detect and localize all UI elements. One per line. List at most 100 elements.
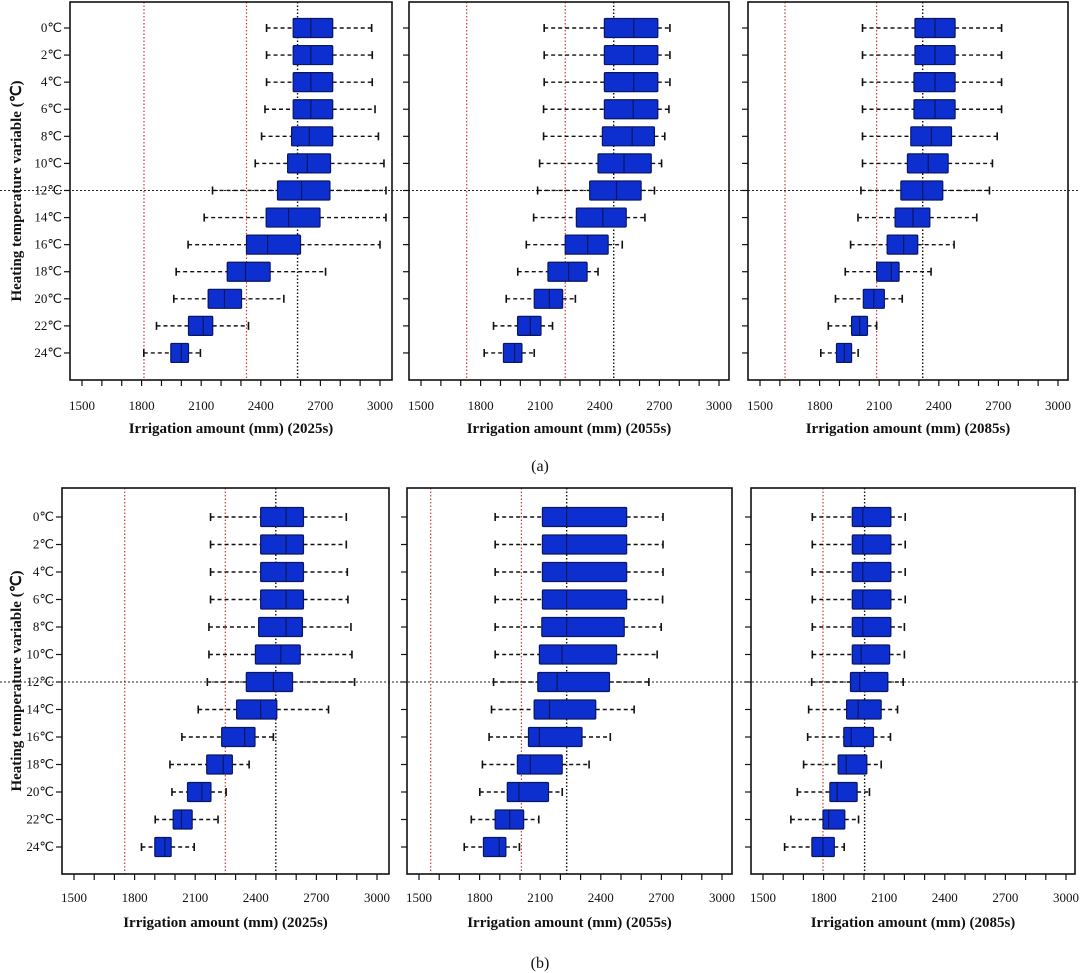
box-18℃ <box>802 754 882 775</box>
boxplot-panel-2055s-b: 1500 1800 2100 2400 2700 3000 Irrigation amoun… <box>401 487 735 931</box>
panel-frame <box>747 1 1069 381</box>
y-tick-label: 12℃ <box>34 182 62 197</box>
box-iqr <box>837 754 868 775</box>
y-tick-label: 4℃ <box>33 564 54 579</box>
box-iqr <box>538 644 618 665</box>
x-tick-label: 3000 <box>367 398 393 413</box>
box-12℃ <box>206 671 356 693</box>
box-2℃ <box>265 44 374 66</box>
y-tick-label: 18℃ <box>26 757 54 772</box>
box-2℃ <box>209 534 348 555</box>
box-20℃ <box>834 288 904 309</box>
box-24℃ <box>783 836 846 858</box>
box-iqr <box>533 288 564 309</box>
x-tick-label: 1500 <box>61 890 87 905</box>
y-tick-label: 24℃ <box>34 345 62 360</box>
y-tick-label: 24℃ <box>26 839 54 854</box>
x-tick-label: 2100 <box>188 398 214 413</box>
box-iqr <box>575 207 627 228</box>
box-0℃ <box>811 506 907 528</box>
y-tick-label: 14℃ <box>26 702 54 717</box>
x-tick-label: 1800 <box>807 398 833 413</box>
box-iqr <box>822 809 846 830</box>
box-0℃ <box>209 506 348 528</box>
box-8℃ <box>542 126 666 147</box>
x-tick-label: 1800 <box>129 398 155 413</box>
x-tick-label: 1500 <box>406 890 432 905</box>
box-4℃ <box>861 72 1003 93</box>
box-iqr <box>516 754 563 775</box>
x-tick-label: 2700 <box>307 398 333 413</box>
box-iqr <box>851 644 891 665</box>
panels: 0℃ 2℃ 4℃ 6℃ 8℃ 10℃ 12℃ 14℃ 16℃ 18℃ 20℃ 22℃ 24℃ 1500 18… <box>0 1 1080 931</box>
panel-frame <box>69 1 393 381</box>
panel-frame <box>750 487 1076 875</box>
x-tick-label: 1500 <box>408 398 434 413</box>
box-14℃ <box>532 207 646 228</box>
box-6℃ <box>494 589 664 610</box>
box-8℃ <box>208 616 352 638</box>
box-iqr <box>527 726 583 748</box>
box-iqr <box>292 17 334 39</box>
box-iqr <box>276 180 331 201</box>
box-iqr <box>258 616 304 638</box>
box-iqr <box>186 781 212 803</box>
x-tick-label: 2100 <box>527 398 553 413</box>
box-2℃ <box>811 534 907 555</box>
box-iqr <box>226 261 271 282</box>
box-16℃ <box>849 234 955 255</box>
box-iqr <box>516 315 542 336</box>
x-tick-label: 2100 <box>871 890 897 905</box>
box-iqr <box>290 126 334 147</box>
box-10℃ <box>538 153 663 174</box>
y-tick-label: 8℃ <box>41 128 62 143</box>
x-tick-label: 1500 <box>69 398 95 413</box>
box-4℃ <box>209 561 349 583</box>
box-iqr <box>287 153 332 174</box>
boxplot-panel-2025s-a: 0℃ 2℃ 4℃ 6℃ 8℃ 10℃ 12℃ 14℃ 16℃ 18℃ 20℃ 22℃ 24℃ 1500 18… <box>0 1 1080 437</box>
box-22℃ <box>470 809 540 830</box>
figure-label-a: (a) <box>531 458 549 475</box>
box-iqr <box>851 616 892 638</box>
box-iqr <box>292 72 334 93</box>
box-14℃ <box>490 699 635 720</box>
box-8℃ <box>811 616 906 638</box>
box-iqr <box>601 126 656 147</box>
x-tick-label: 3000 <box>1053 890 1079 905</box>
box-24℃ <box>483 342 536 364</box>
x-axis-label: Irrigation amount (mm) (2085s) <box>806 421 1011 437</box>
figure-label-b: (b) <box>531 955 550 972</box>
box-iqr <box>876 261 900 282</box>
box-18℃ <box>516 261 599 282</box>
box-iqr <box>603 99 659 120</box>
y-tick-label: 20℃ <box>26 784 54 799</box>
box-12℃ <box>860 180 991 201</box>
box-iqr <box>829 781 858 803</box>
x-tick-label: 3000 <box>1045 398 1071 413</box>
box-10℃ <box>811 644 906 665</box>
box-4℃ <box>543 72 671 93</box>
box-iqr <box>541 506 628 528</box>
y-tick-label: 0℃ <box>33 509 54 524</box>
box-10℃ <box>254 153 385 174</box>
box-iqr <box>603 17 659 39</box>
boxplot-panel-2085s-a: 1500 1800 2100 2400 2700 3000 Irrigation amoun… <box>742 1 1071 437</box>
x-tick-label: 1500 <box>750 890 776 905</box>
box-iqr <box>265 207 321 228</box>
box-24℃ <box>463 836 521 858</box>
box-iqr <box>564 234 609 255</box>
x-tick-label: 2400 <box>588 890 614 905</box>
x-tick-label: 2700 <box>985 398 1011 413</box>
box-6℃ <box>811 589 907 610</box>
box-iqr <box>506 781 550 803</box>
x-axis-label: Irrigation amount (mm) (2055s) <box>467 915 672 931</box>
x-tick-label: 2400 <box>243 890 269 905</box>
y-tick-label: 6℃ <box>33 592 54 607</box>
box-iqr <box>589 180 642 201</box>
box-iqr <box>541 589 628 610</box>
box-iqr <box>236 699 278 720</box>
box-iqr <box>603 72 659 93</box>
x-tick-label: 1800 <box>811 890 837 905</box>
box-iqr <box>541 561 628 583</box>
